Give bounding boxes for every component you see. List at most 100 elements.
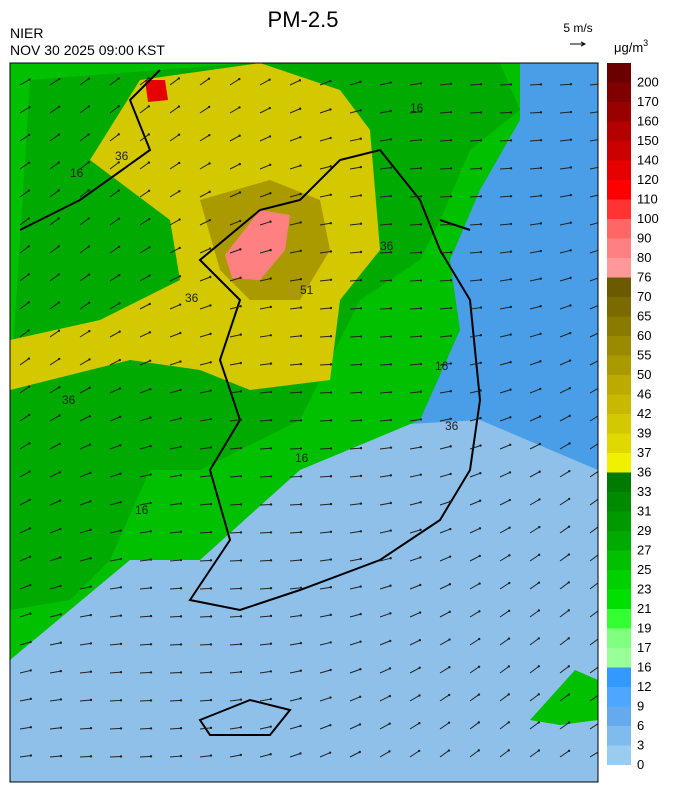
colorbar-label: 31 — [637, 504, 651, 519]
wind-arrow-head — [478, 610, 481, 613]
wind-arrow — [349, 251, 361, 254]
wind-arrow-head — [59, 698, 63, 701]
wind-arrow — [79, 529, 91, 534]
wind-arrow-head — [537, 553, 541, 557]
wind-arrow-head — [567, 721, 571, 724]
wind-arrow — [109, 78, 120, 86]
wind-arrow — [379, 110, 391, 114]
wind-arrow-head — [178, 303, 182, 306]
wind-arrow-head — [329, 723, 332, 727]
wind-arrow — [529, 498, 540, 506]
wind-arrow — [199, 106, 210, 114]
wind-arrow-head — [507, 693, 510, 696]
wind-arrow — [79, 78, 90, 86]
wind-arrow-head — [599, 331, 601, 333]
colorbar-label: 55 — [637, 348, 651, 363]
wind-arrow — [289, 642, 301, 646]
wind-arrow — [589, 582, 598, 590]
wind-arrow — [79, 472, 91, 478]
wind-arrow-head — [89, 670, 93, 673]
wind-arrow — [379, 307, 392, 310]
wind-arrow-head — [149, 530, 153, 533]
wind-arrow-head — [29, 669, 32, 672]
wind-arrow — [289, 136, 301, 142]
wind-arrow — [499, 499, 511, 506]
wind-arrow — [109, 274, 120, 282]
wind-arrow — [169, 106, 180, 114]
wind-arrow — [109, 501, 121, 506]
wind-arrow-head — [58, 499, 62, 502]
wind-arrow-head — [449, 223, 453, 226]
wind-arrow — [169, 503, 181, 506]
wind-arrow-head — [418, 666, 421, 669]
wind-arrow-head — [567, 637, 570, 640]
wind-arrow-head — [239, 361, 243, 365]
wind-arrow — [289, 419, 302, 422]
colorbar-label: 29 — [637, 523, 651, 538]
wind-arrow-head — [28, 413, 31, 417]
wind-arrow-head — [179, 388, 182, 392]
wind-arrow — [199, 727, 211, 730]
wind-arrow — [139, 474, 151, 478]
wind-arrow-head — [57, 189, 60, 192]
wind-arrow-head — [208, 218, 212, 222]
wind-arrow-head — [359, 165, 363, 169]
wind-arrow — [529, 665, 540, 674]
wind-arrow-head — [298, 79, 302, 82]
colorbar-label: 100 — [637, 211, 659, 226]
wind-arrow — [349, 558, 361, 562]
wind-arrow — [199, 671, 212, 674]
wind-arrow — [529, 139, 542, 142]
wind-arrow-head — [419, 138, 423, 142]
wind-arrow-head — [539, 332, 542, 335]
wind-arrow — [439, 363, 451, 366]
wind-arrow — [319, 335, 332, 338]
colorbar-label: 70 — [637, 289, 651, 304]
wind-arrow-head — [299, 558, 303, 562]
wind-arrow-head — [599, 248, 601, 250]
colorbar-box — [607, 63, 631, 83]
wind-arrow-head — [239, 670, 243, 674]
wind-arrow — [199, 755, 211, 758]
colorbar-label: 27 — [637, 543, 651, 558]
wind-arrow — [19, 442, 30, 450]
wind-arrow-head — [239, 446, 243, 450]
wind-arrow — [439, 501, 451, 506]
wind-arrow — [199, 219, 211, 226]
wind-arrow — [199, 446, 211, 450]
wind-arrow-head — [239, 390, 243, 393]
wind-arrow — [259, 363, 271, 366]
colorbar-box — [607, 570, 631, 590]
wind-arrow-head — [119, 614, 123, 617]
wind-arrow — [589, 222, 598, 226]
wind-arrow-head — [239, 559, 243, 562]
colorbar-label: 170 — [637, 94, 659, 109]
wind-arrow-head — [419, 166, 423, 170]
wind-arrow-head — [539, 83, 543, 86]
wind-arrow-head — [389, 390, 393, 394]
wind-arrow — [439, 639, 450, 646]
colorbar-box — [607, 394, 631, 414]
wind-arrow — [79, 274, 90, 282]
wind-arrow — [559, 665, 570, 674]
wind-arrow — [49, 245, 60, 254]
wind-arrow-head — [507, 749, 510, 752]
wind-arrow — [499, 471, 511, 478]
wind-arrow — [199, 191, 210, 198]
wind-arrow-head — [569, 276, 572, 280]
wind-arrow-head — [329, 586, 333, 589]
wind-arrow — [259, 135, 271, 142]
colorbar-box — [607, 102, 631, 122]
wind-arrow-head — [209, 332, 212, 336]
wind-arrow-head — [509, 305, 513, 309]
wind-arrow-head — [329, 306, 333, 310]
wind-arrow — [199, 248, 211, 254]
wind-arrow-head — [509, 360, 512, 364]
wind-arrow — [469, 555, 480, 562]
wind-arrow-head — [449, 417, 452, 420]
wind-arrow-head — [208, 190, 211, 194]
wind-arrow-head — [269, 697, 273, 701]
wind-arrow — [529, 222, 541, 226]
wind-arrow — [349, 307, 362, 310]
wind-arrow-head — [239, 615, 243, 618]
